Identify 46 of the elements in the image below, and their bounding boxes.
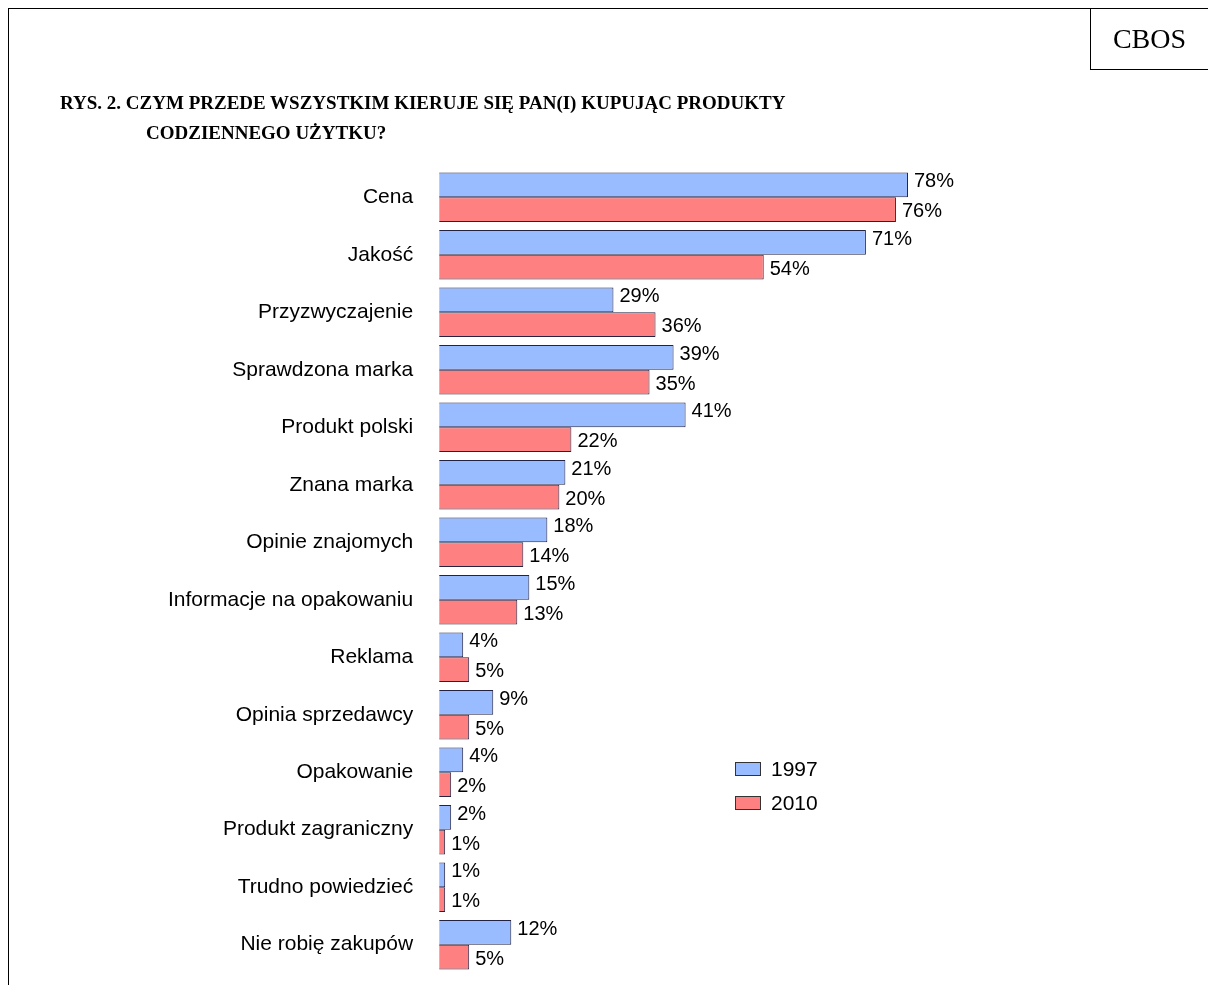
data-label: 71% bbox=[871, 226, 913, 249]
data-label: 78% bbox=[913, 169, 955, 192]
data-label: 5% bbox=[475, 716, 505, 739]
data-label: 2% bbox=[457, 774, 487, 797]
y-tick-label: Znana marka bbox=[289, 471, 414, 495]
data-label: 12% bbox=[517, 916, 558, 939]
data-label: 5% bbox=[475, 659, 505, 682]
data-label: 1% bbox=[451, 831, 481, 854]
data-label: 39% bbox=[679, 341, 720, 364]
y-tick-label: Opakowanie bbox=[296, 759, 414, 782]
data-label: 76% bbox=[901, 199, 943, 222]
y-tick-label: Jakość bbox=[347, 241, 414, 265]
data-label: 4% bbox=[469, 629, 499, 652]
y-tick-label: Produkt polski bbox=[281, 414, 414, 438]
data-label: 1% bbox=[451, 859, 481, 882]
data-label: 4% bbox=[469, 744, 499, 767]
data-label: 1% bbox=[451, 889, 481, 912]
y-tick-label: Cena bbox=[362, 184, 414, 208]
data-label: 14% bbox=[529, 544, 570, 567]
data-label: 36% bbox=[661, 314, 702, 337]
y-tick-label: Produkt zagraniczny bbox=[222, 816, 414, 840]
data-label: 5% bbox=[475, 946, 505, 969]
data-label: 22% bbox=[577, 429, 618, 452]
y-tick-label: Opinie znajomych bbox=[246, 529, 414, 553]
y-tick-label: Przyzwyczajenie bbox=[257, 299, 414, 323]
y-tick-label: Reklama bbox=[330, 644, 414, 668]
y-tick-label: Opinia sprzedawcy bbox=[235, 701, 414, 725]
legend-label: 1997 bbox=[771, 757, 818, 781]
y-tick-label: Nie robię zakupów bbox=[240, 931, 414, 955]
data-label: 9% bbox=[499, 686, 529, 709]
data-label: 15% bbox=[535, 571, 576, 594]
data-label: 13% bbox=[523, 601, 564, 624]
data-label: 20% bbox=[565, 486, 606, 509]
data-label: 18% bbox=[553, 514, 594, 537]
data-label: 21% bbox=[571, 456, 612, 479]
data-label: 29% bbox=[619, 284, 660, 307]
data-label: 41% bbox=[691, 399, 732, 422]
chart-title: RYS. 2. CZYM PRZEDE WSZYSTKIM KIERUJE SIĘ PAN(I) KUPUJĄC PRODUKTY CODZIENNEGO UŻYTKU? bbox=[60, 91, 786, 145]
text: CBOS bbox=[1090, 8, 1208, 70]
data-label: 2% bbox=[457, 801, 487, 824]
y-tick-label: Trudno powiedzieć bbox=[237, 873, 414, 897]
y-tick-label: Sprawdzona marka bbox=[232, 356, 414, 380]
data-label: 54% bbox=[769, 256, 810, 279]
data-label: 35% bbox=[655, 371, 696, 394]
y-tick-label: Informacje na opakowaniu bbox=[167, 586, 414, 610]
legend-label: 2010 bbox=[771, 791, 818, 815]
